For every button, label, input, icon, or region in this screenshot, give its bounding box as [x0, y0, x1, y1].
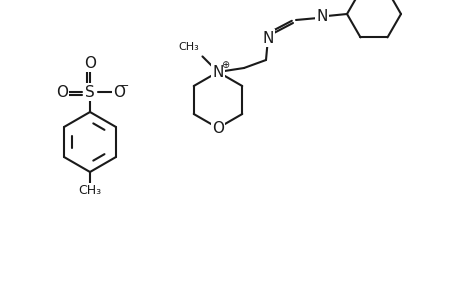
Text: ⊕: ⊕ — [220, 60, 229, 70]
Text: N: N — [262, 31, 273, 46]
Text: N: N — [316, 8, 327, 23]
Text: CH₃: CH₃ — [78, 184, 101, 196]
Text: O: O — [212, 121, 224, 136]
Text: N: N — [212, 64, 223, 80]
Text: O: O — [56, 85, 68, 100]
Text: O: O — [84, 56, 96, 70]
Text: O: O — [113, 85, 125, 100]
Text: S: S — [85, 85, 95, 100]
Text: CH₃: CH₃ — [178, 42, 199, 52]
Text: −: − — [120, 81, 129, 91]
